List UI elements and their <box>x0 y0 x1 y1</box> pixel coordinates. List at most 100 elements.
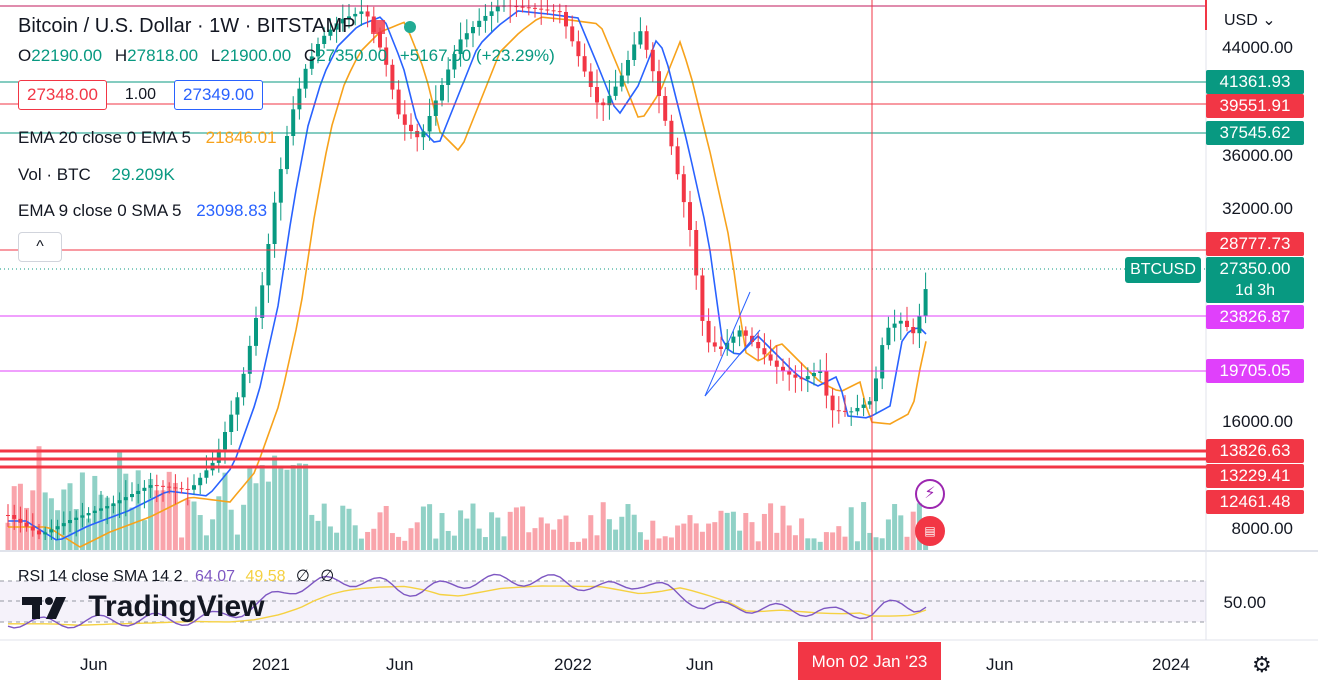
sell-button[interactable]: 27348.00 <box>18 80 107 110</box>
volume-bar <box>191 501 197 550</box>
candle-body <box>316 44 320 57</box>
tradingview-brand-text: TradingView <box>88 590 265 623</box>
close-value: 27350.00 <box>316 46 388 65</box>
high-value: 27818.00 <box>127 46 199 65</box>
time-tick: 2022 <box>554 655 592 674</box>
volume-bar <box>501 536 507 550</box>
volume-bar <box>154 490 160 550</box>
candle-body <box>402 114 407 125</box>
volume-bar <box>799 518 805 550</box>
candle-body <box>328 29 333 36</box>
candle-body <box>340 18 345 24</box>
candle-body <box>812 373 816 377</box>
candle-body <box>68 520 72 524</box>
volume-bar <box>358 538 364 550</box>
candle-body <box>24 522 29 527</box>
volume-bar <box>172 482 178 550</box>
lightning-icon[interactable]: ⚡ <box>915 479 945 509</box>
level-tag[interactable]: 39551.91 <box>1206 94 1304 118</box>
volume-bar <box>371 528 377 550</box>
price-tick: 36000.00 <box>1222 146 1293 165</box>
volume-bar <box>98 494 104 550</box>
rsi-label: RSI 14 close SMA 14 2 <box>18 568 183 585</box>
candle-body <box>185 488 190 490</box>
volume-bar <box>786 525 792 550</box>
time-tick: 2021 <box>252 655 290 674</box>
rsi-legend[interactable]: RSI 14 close SMA 14 2 64.07 49.58 ∅ ∅ <box>18 566 334 586</box>
volume-bar <box>309 514 315 550</box>
buy-button[interactable]: 27349.00 <box>174 80 263 110</box>
candle-body <box>421 131 426 138</box>
volume-bar <box>36 446 42 550</box>
candle-body <box>322 35 327 44</box>
volume-bar <box>631 514 637 550</box>
level-tag[interactable]: 28777.73 <box>1206 232 1304 256</box>
volume-bar <box>687 515 693 550</box>
low-value: 21900.00 <box>220 46 292 65</box>
volume-bar <box>476 528 482 550</box>
volume-bar <box>873 537 879 550</box>
volume-bar <box>284 469 290 550</box>
ohlc-values: O22190.00 H27818.00 L21900.00 C27350.00 … <box>18 46 563 66</box>
candle-body <box>427 116 432 132</box>
level-tag[interactable]: 19705.05 <box>1206 359 1304 383</box>
volume-bar <box>681 523 687 550</box>
ema9-label: EMA 9 close 0 SMA 5 <box>18 201 182 220</box>
volume-bar <box>327 526 333 550</box>
indicator-ema20[interactable]: EMA 20 close 0 EMA 5 21846.01 <box>18 128 277 148</box>
level-tag[interactable]: 13826.63 <box>1206 439 1304 463</box>
collapse-legend-button[interactable]: ^ <box>18 232 62 262</box>
level-tag[interactable]: 13229.41 <box>1206 464 1304 488</box>
volume-bar <box>42 492 48 550</box>
volume-bar <box>278 466 284 550</box>
candle-body <box>905 320 909 327</box>
currency-selector[interactable]: USD ⌄ <box>1224 10 1276 30</box>
candle-body <box>514 6 519 8</box>
indicator-ema9[interactable]: EMA 9 close 0 SMA 5 23098.83 <box>18 201 267 221</box>
ema20-line <box>8 16 927 548</box>
volume-bar <box>365 531 371 550</box>
candle-body <box>495 6 500 12</box>
candle-body <box>6 515 10 516</box>
candle-body <box>142 487 147 491</box>
candle-body <box>297 88 302 110</box>
candle-body <box>526 7 531 9</box>
volume-bar <box>637 532 643 550</box>
rsi-extra-2: ∅ <box>320 568 335 585</box>
candle-body <box>347 16 351 19</box>
candle-body <box>18 518 23 523</box>
level-tag[interactable]: 37545.62 <box>1206 121 1304 145</box>
gear-icon[interactable]: ⚙ <box>1252 652 1272 677</box>
price-tick: 44000.00 <box>1222 38 1293 57</box>
level-tag[interactable]: 12461.48 <box>1206 490 1304 514</box>
us-flag-icon[interactable]: ▤ <box>915 516 945 546</box>
candle-body <box>440 85 444 101</box>
candle-body <box>607 95 612 106</box>
level-tag[interactable]: 23826.87 <box>1206 305 1304 329</box>
candle-body <box>830 395 835 411</box>
volume-bar <box>389 533 395 550</box>
current-price-tag[interactable]: 27350.00 1d 3h <box>1206 257 1304 303</box>
volume-bar <box>141 520 147 550</box>
volume-bar <box>662 536 668 550</box>
candle-body <box>136 490 141 494</box>
candle-body <box>198 477 203 486</box>
volume-bar <box>644 539 650 550</box>
candle-body <box>917 315 922 334</box>
live-status-icon <box>404 20 417 33</box>
ema9-value: 23098.83 <box>196 201 268 220</box>
symbol-title[interactable]: Bitcoin / U.S. Dollar · 1W · BITSTAMP <box>18 15 356 37</box>
candle-body <box>12 515 17 519</box>
current-price: 27350.00 <box>1219 259 1291 278</box>
level-tag[interactable]: 41361.93 <box>1206 70 1304 94</box>
candle-body <box>260 285 265 318</box>
tradingview-logo[interactable]: TradingView <box>22 590 265 624</box>
volume-bar <box>743 513 749 550</box>
symbol-price-label: BTCUSD <box>1125 257 1201 283</box>
indicator-volume[interactable]: Vol · BTC 29.209K <box>18 165 175 185</box>
volume-bar <box>848 507 854 550</box>
quantity-field[interactable]: 1.00 <box>124 86 157 103</box>
volume-bar <box>272 455 278 550</box>
volume-bar <box>761 513 767 550</box>
